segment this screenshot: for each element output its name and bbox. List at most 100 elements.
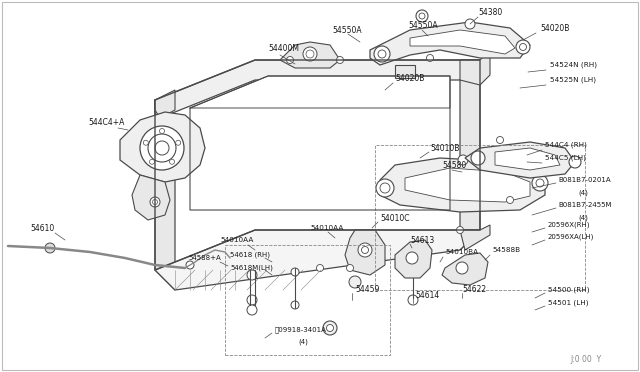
Polygon shape: [460, 60, 480, 250]
Circle shape: [152, 199, 157, 205]
Circle shape: [374, 46, 390, 62]
Circle shape: [326, 324, 333, 331]
Text: 544C4 (RH): 544C4 (RH): [545, 142, 587, 148]
Circle shape: [376, 179, 394, 197]
Text: 54550A: 54550A: [332, 26, 362, 35]
Polygon shape: [395, 65, 415, 78]
Polygon shape: [410, 30, 515, 54]
Circle shape: [247, 270, 257, 280]
Text: 20596XA(LH): 20596XA(LH): [548, 234, 595, 240]
Text: 54020B: 54020B: [395, 74, 424, 83]
Text: 54010C: 54010C: [380, 214, 410, 222]
Text: 54010B: 54010B: [430, 144, 460, 153]
Circle shape: [378, 50, 386, 58]
Circle shape: [358, 243, 372, 257]
Circle shape: [247, 295, 257, 305]
Text: 54613: 54613: [410, 235, 435, 244]
Text: 54550A: 54550A: [408, 20, 438, 29]
Circle shape: [291, 268, 299, 276]
Circle shape: [536, 179, 544, 187]
Text: 54020B: 54020B: [540, 23, 570, 32]
Text: B081B7-2455M: B081B7-2455M: [558, 202, 611, 208]
Text: 20596X(RH): 20596X(RH): [548, 222, 591, 228]
Circle shape: [380, 183, 390, 193]
Circle shape: [471, 151, 485, 165]
Polygon shape: [155, 90, 175, 118]
Circle shape: [337, 57, 344, 64]
Circle shape: [516, 40, 530, 54]
Circle shape: [170, 159, 175, 164]
Circle shape: [306, 50, 314, 58]
Text: 54618M(LH): 54618M(LH): [230, 265, 273, 271]
Polygon shape: [442, 253, 488, 285]
Circle shape: [416, 10, 428, 22]
Circle shape: [406, 252, 418, 264]
Text: 544C5 (LH): 544C5 (LH): [545, 155, 586, 161]
Circle shape: [291, 301, 299, 309]
Text: 54501 (LH): 54501 (LH): [548, 300, 589, 306]
Circle shape: [159, 128, 164, 134]
Polygon shape: [190, 76, 450, 108]
Circle shape: [150, 159, 154, 164]
Polygon shape: [495, 148, 560, 170]
Circle shape: [155, 141, 169, 155]
Circle shape: [569, 156, 581, 168]
Polygon shape: [120, 112, 205, 182]
Circle shape: [148, 134, 176, 162]
Text: 54588B: 54588B: [492, 247, 520, 253]
Circle shape: [323, 321, 337, 335]
Text: 54459: 54459: [355, 285, 380, 295]
Polygon shape: [155, 230, 480, 290]
Polygon shape: [370, 22, 530, 65]
Circle shape: [532, 175, 548, 191]
Circle shape: [143, 140, 148, 145]
Circle shape: [426, 55, 433, 61]
Text: 54400M: 54400M: [268, 44, 299, 52]
Circle shape: [186, 261, 194, 269]
Text: 544C4+A: 544C4+A: [88, 118, 124, 126]
Text: 54525N (LH): 54525N (LH): [550, 77, 596, 83]
Circle shape: [408, 295, 418, 305]
Bar: [375, 145, 585, 290]
Circle shape: [362, 247, 369, 253]
Text: 54618 (RH): 54618 (RH): [230, 252, 270, 258]
Circle shape: [456, 262, 468, 274]
Polygon shape: [345, 230, 385, 275]
Text: (4): (4): [578, 215, 588, 221]
Circle shape: [247, 305, 257, 315]
Polygon shape: [155, 100, 175, 290]
Circle shape: [506, 196, 513, 203]
Text: 54614: 54614: [415, 291, 439, 299]
Circle shape: [419, 13, 425, 19]
Bar: [225, 245, 390, 355]
Text: J:0 00  Y: J:0 00 Y: [570, 356, 601, 365]
Polygon shape: [460, 225, 490, 250]
Text: 54380: 54380: [478, 7, 502, 16]
Circle shape: [140, 126, 184, 170]
Circle shape: [520, 44, 527, 51]
Text: (4): (4): [578, 190, 588, 196]
Polygon shape: [132, 175, 170, 220]
Polygon shape: [380, 158, 545, 212]
Circle shape: [303, 47, 317, 61]
Circle shape: [317, 264, 323, 272]
Circle shape: [150, 197, 160, 207]
Text: 54580: 54580: [442, 160, 467, 170]
Text: 54010AA: 54010AA: [220, 237, 253, 243]
Circle shape: [45, 243, 55, 253]
Circle shape: [175, 140, 180, 145]
Text: 54610: 54610: [30, 224, 54, 232]
Polygon shape: [155, 60, 480, 120]
Text: 54010BA: 54010BA: [445, 249, 478, 255]
Text: 54588+A: 54588+A: [188, 255, 221, 261]
Circle shape: [497, 137, 504, 144]
Circle shape: [349, 276, 361, 288]
Text: B081B7-0201A: B081B7-0201A: [558, 177, 611, 183]
Circle shape: [458, 155, 468, 165]
Text: 54010AA: 54010AA: [310, 225, 344, 231]
Polygon shape: [465, 142, 575, 178]
Circle shape: [465, 19, 475, 29]
Polygon shape: [405, 168, 530, 202]
Text: 54524N (RH): 54524N (RH): [550, 62, 597, 68]
Text: (4): (4): [298, 339, 308, 345]
